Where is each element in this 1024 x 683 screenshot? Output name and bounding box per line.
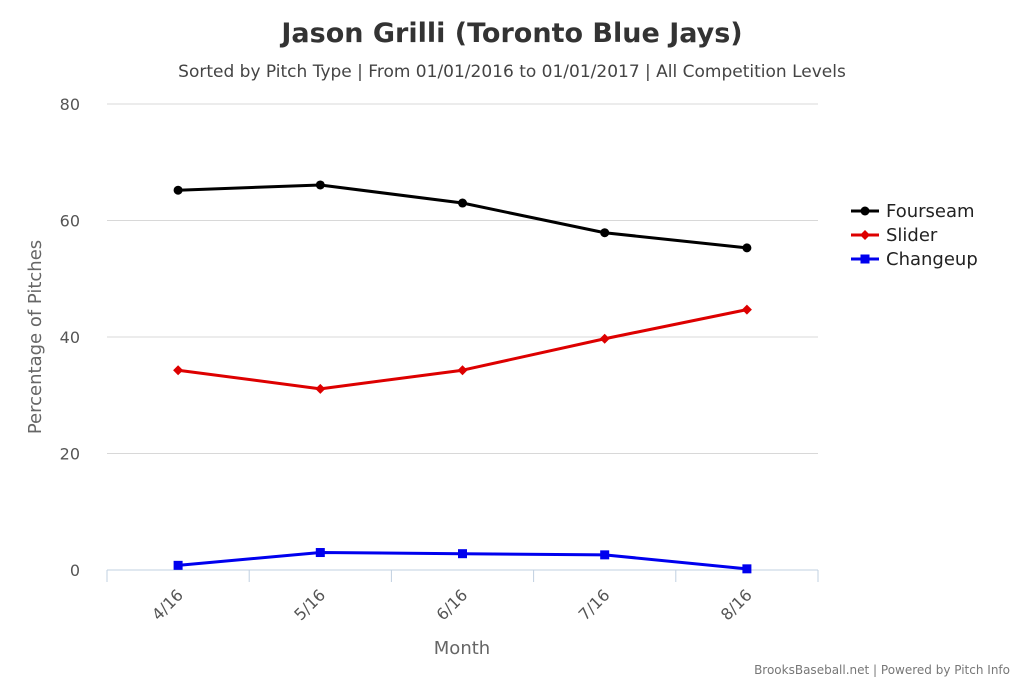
y-tick-label: 80 [60, 95, 80, 114]
y-tick-label: 40 [60, 328, 80, 347]
chart-title: Jason Grilli (Toronto Blue Jays) [279, 18, 742, 49]
series-changeup [173, 548, 752, 574]
data-point-changeup [600, 550, 610, 560]
legend-label-changeup: Changeup [886, 249, 978, 270]
x-axis-label: Month [434, 638, 490, 659]
chart-subtitle: Sorted by Pitch Type | From 01/01/2016 t… [178, 62, 846, 82]
series-line-slider [177, 308, 748, 391]
legend-item-slider[interactable]: Slider [851, 225, 938, 246]
data-point-fourseam [315, 180, 325, 190]
data-point-slider [173, 365, 184, 376]
legend-marker-changeup [860, 254, 870, 264]
y-axis-label: Percentage of Pitches [25, 240, 46, 434]
data-point-fourseam [742, 243, 752, 253]
x-tick-label: 4/16 [148, 585, 187, 624]
legend-marker-slider [860, 230, 870, 240]
credits[interactable]: BrooksBaseball.net | Powered by Pitch In… [754, 663, 1010, 677]
data-point-fourseam [458, 198, 467, 208]
legend: Fourseam Slider Changeup [851, 201, 978, 270]
data-point-changeup [458, 549, 467, 559]
legend-label-fourseam: Fourseam [886, 201, 975, 222]
x-tick-label: 5/16 [290, 585, 329, 624]
data-point-fourseam [600, 228, 610, 238]
y-tick-label: 0 [70, 561, 80, 580]
x-tick-label: 6/16 [432, 585, 471, 624]
data-point-fourseam [173, 185, 183, 195]
x-tick-label: 8/16 [717, 585, 756, 624]
x-tick-label: 7/16 [575, 585, 614, 624]
legend-marker-fourseam [860, 206, 870, 216]
grid-lines [107, 103, 818, 454]
series-slider [173, 304, 752, 394]
data-point-slider [599, 333, 610, 344]
data-point-slider [457, 365, 468, 376]
data-point-slider [741, 304, 752, 315]
y-axis-ticks: 0 20 40 60 80 [60, 95, 80, 580]
data-point-changeup [742, 564, 752, 574]
series-fourseam [173, 180, 752, 253]
series-line-fourseam [178, 183, 748, 250]
x-axis: 4/16 5/16 6/16 7/16 8/16 [106, 569, 819, 624]
data-point-slider [315, 383, 326, 394]
data-point-changeup [173, 560, 183, 570]
legend-item-fourseam[interactable]: Fourseam [851, 201, 975, 222]
plot-series [173, 180, 752, 574]
y-tick-label: 60 [60, 212, 80, 231]
legend-item-changeup[interactable]: Changeup [851, 249, 978, 270]
legend-label-slider: Slider [886, 225, 938, 246]
y-tick-label: 20 [60, 445, 80, 464]
data-point-changeup [315, 548, 325, 558]
